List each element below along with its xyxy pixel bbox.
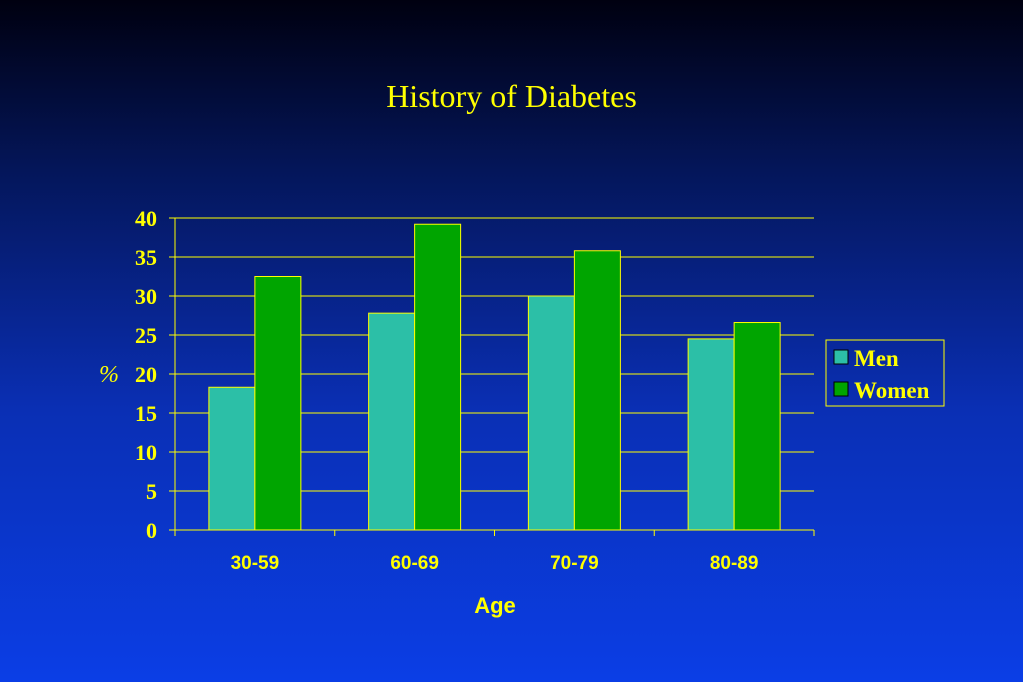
y-tick-label: 20: [135, 362, 157, 387]
bar-women-80-89: [733, 322, 781, 531]
x-tick-label: 30-59: [231, 553, 280, 574]
bars: [208, 223, 781, 531]
y-tick-labels: 0 5 10 15 20 25 30 35 40: [135, 206, 157, 543]
legend-box: [825, 339, 945, 407]
y-tick-label: 5: [146, 479, 157, 504]
x-tick-label: 60-69: [390, 553, 439, 574]
legend-label-women: Women: [854, 378, 930, 403]
y-tick-label: 35: [135, 245, 157, 270]
x-tick-label: 80-89: [710, 553, 759, 574]
chart-title: History of Diabetes: [386, 78, 637, 114]
bar-men-60-69: [368, 312, 416, 531]
x-tick-labels: 30-59 60-69 70-79 80-89: [231, 553, 759, 574]
y-tick-label: 30: [135, 284, 157, 309]
y-tick-label: 15: [135, 401, 157, 426]
x-tick-label: 70-79: [550, 553, 599, 574]
legend-swatch-men: [833, 349, 849, 365]
bar-women-30-59: [254, 276, 302, 531]
legend-swatch-women: [833, 381, 849, 397]
bar-men-70-79: [527, 295, 575, 531]
y-axis-label: %: [99, 362, 119, 388]
y-tick-label: 40: [135, 206, 157, 231]
bar-men-80-89: [687, 338, 735, 531]
x-axis-label: Age: [474, 593, 516, 618]
y-tick-label: 0: [146, 518, 157, 543]
bar-women-60-69: [414, 223, 462, 531]
legend: Men Women: [825, 339, 945, 407]
y-tick-label: 25: [135, 323, 157, 348]
axes: [169, 217, 815, 536]
bar-women-70-79: [573, 250, 621, 531]
y-tick-label: 10: [135, 440, 157, 465]
bar-men-30-59: [208, 386, 256, 531]
legend-label-men: Men: [854, 346, 899, 371]
